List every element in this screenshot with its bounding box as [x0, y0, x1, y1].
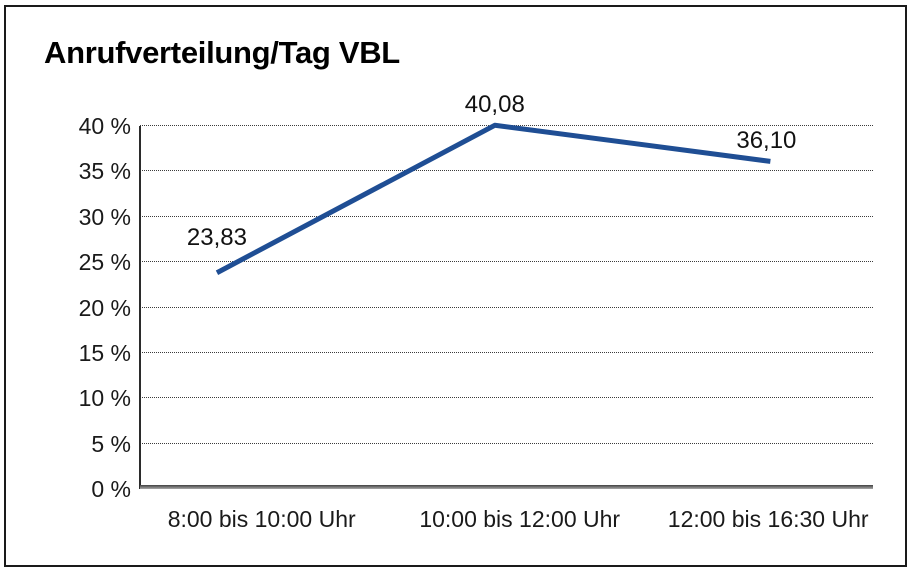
chart-title: Anrufverteilung/Tag VBL	[44, 35, 400, 70]
y-axis-tick-label: 25 %	[78, 249, 131, 276]
y-axis-tick-label: 20 %	[78, 294, 131, 321]
gridline-25-percent	[140, 261, 873, 263]
y-axis-tick-label: 40 %	[78, 113, 131, 139]
y-axis-tick-label: 15 %	[78, 339, 131, 366]
x-axis-category-label: 10:00 bis 12:00 Uhr	[419, 506, 621, 532]
x-axis-category-label: 12:00 bis 16:30 Uhr	[667, 506, 869, 532]
y-axis-tick-label: 0 %	[91, 476, 131, 502]
call-distribution-line	[215, 122, 771, 275]
gridline-30-percent	[140, 215, 873, 217]
chart-frame: Anrufverteilung/Tag VBL	[4, 5, 907, 567]
gridline-35-percent	[140, 170, 873, 172]
y-axis-tick-label: 5 %	[91, 430, 131, 457]
data-point-label: 36,10	[736, 127, 797, 155]
y-axis-tick-label: 30 %	[78, 203, 131, 230]
gridline-10-percent	[140, 397, 873, 399]
gridline-15-percent	[140, 351, 873, 353]
x-axis-line	[140, 485, 873, 489]
x-axis-category-label: 8:00 bis 10:00 Uhr	[167, 506, 356, 532]
data-point-label: 23,83	[186, 223, 247, 251]
data-point-label: 40,08	[464, 91, 525, 119]
gridline-20-percent	[140, 306, 873, 308]
y-axis-line	[139, 126, 141, 489]
y-axis-tick-label: 10 %	[78, 385, 131, 412]
gridline-5-percent	[140, 442, 873, 444]
y-axis-tick-label: 35 %	[78, 158, 131, 185]
